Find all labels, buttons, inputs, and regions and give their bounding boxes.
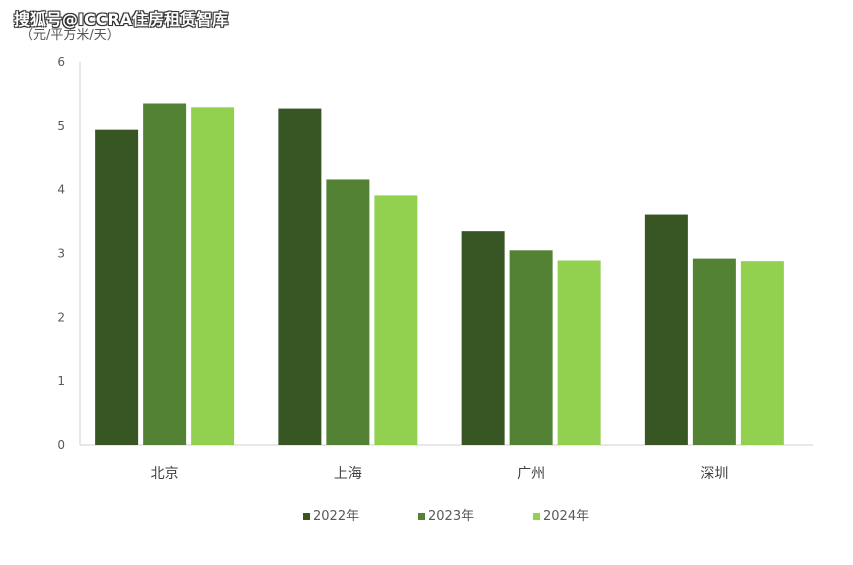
- bar: [740, 261, 784, 445]
- bar: [374, 195, 418, 445]
- bar: [644, 214, 688, 445]
- legend-swatch: [533, 513, 540, 520]
- legend-label: 2022年: [313, 509, 359, 524]
- legend-label: 2023年: [428, 509, 474, 524]
- y-axis-unit-label: （元/平方米/天）: [20, 28, 120, 43]
- bar: [461, 231, 505, 445]
- x-category-label: 上海: [334, 466, 362, 482]
- y-tick-label: 3: [57, 247, 65, 261]
- y-tick-label: 2: [57, 310, 65, 324]
- y-tick-label: 5: [57, 119, 65, 133]
- bar: [509, 250, 553, 445]
- bar: [143, 103, 187, 445]
- y-tick-label: 1: [57, 374, 65, 388]
- bar: [278, 108, 322, 446]
- bar: [191, 107, 235, 446]
- x-category-label: 广州: [517, 466, 545, 482]
- watermark: 搜狐号@ICCRA住房租赁智库: [14, 10, 229, 29]
- legend-swatch: [418, 513, 425, 520]
- bar: [95, 129, 139, 445]
- y-tick-label: 6: [57, 55, 65, 69]
- bar: [557, 260, 601, 445]
- y-tick-label: 4: [57, 183, 65, 197]
- legend-swatch: [303, 513, 310, 520]
- bar: [692, 258, 736, 445]
- legend-label: 2024年: [543, 509, 589, 524]
- x-category-label: 深圳: [700, 466, 728, 482]
- bar: [326, 179, 370, 445]
- x-category-label: 北京: [151, 466, 179, 482]
- y-tick-label: 0: [57, 438, 65, 452]
